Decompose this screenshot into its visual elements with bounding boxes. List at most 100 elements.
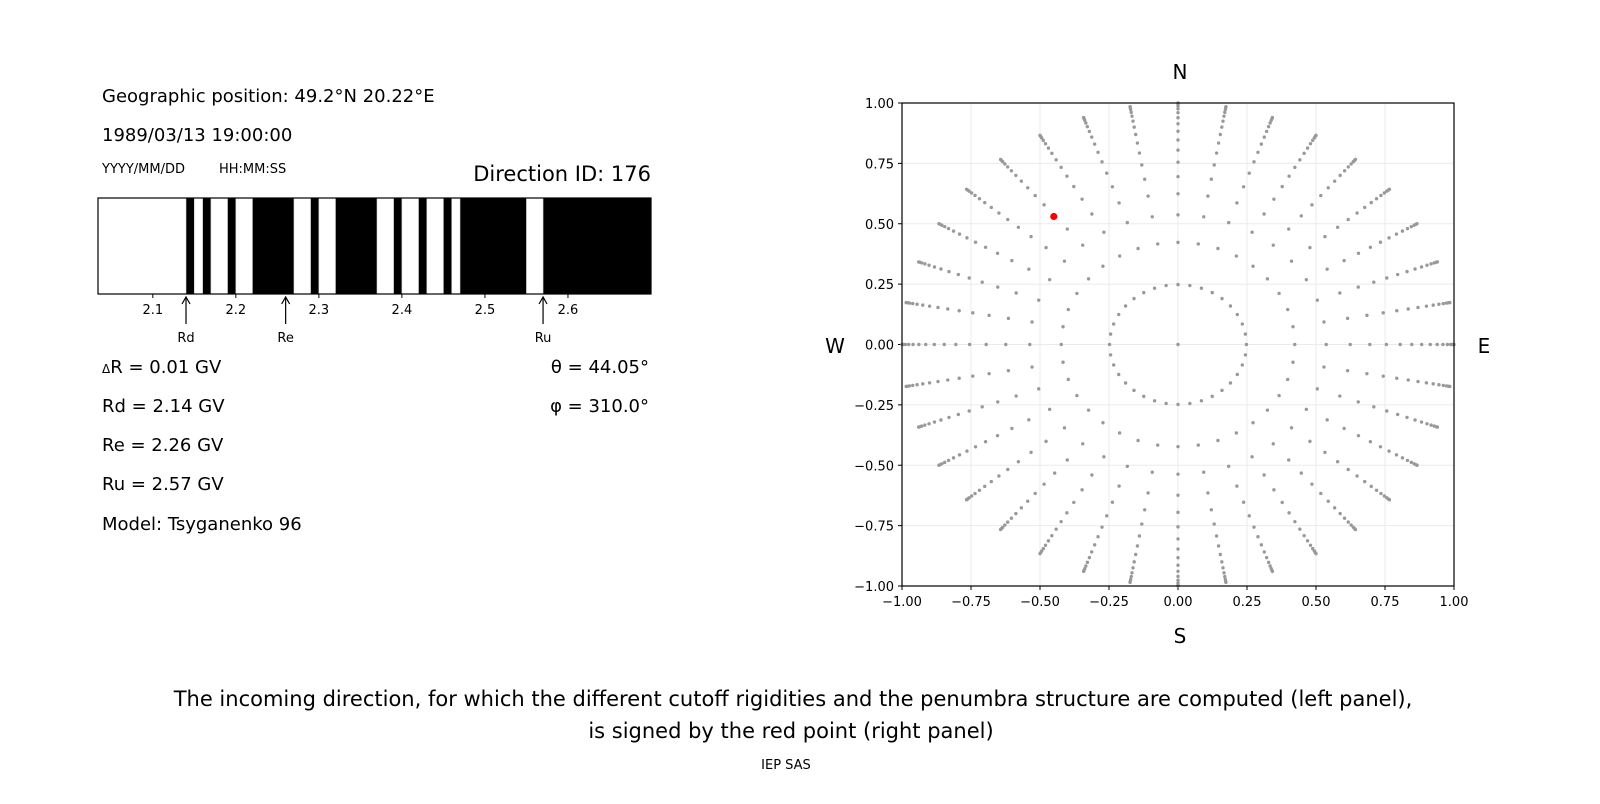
- direction-point: [1424, 381, 1429, 385]
- direction-point: [1441, 301, 1445, 306]
- direction-point: [1302, 151, 1306, 156]
- direction-point: [1419, 265, 1424, 269]
- direction-point: [956, 412, 961, 417]
- direction-point: [1176, 213, 1180, 217]
- direction-point: [1299, 471, 1303, 475]
- direction-point: [1356, 251, 1361, 256]
- direction-point: [1240, 322, 1245, 326]
- direction-point: [1038, 133, 1042, 138]
- direction-point: [1308, 142, 1313, 146]
- direction-point: [1176, 569, 1180, 573]
- direction-point: [973, 445, 978, 449]
- direction-point: [1210, 394, 1214, 399]
- direction-point: [911, 342, 915, 347]
- direction-point: [1132, 296, 1136, 301]
- direction-point: [1368, 342, 1372, 347]
- direction-point: [977, 197, 982, 201]
- direction-point: [937, 463, 941, 467]
- direction-point: [921, 303, 925, 307]
- marker-label-rd: Rd: [177, 331, 194, 346]
- direction-point: [921, 382, 925, 386]
- direction-point: [957, 376, 961, 380]
- ru-value: Ru = 2.57 GV: [102, 474, 224, 495]
- direction-point: [1400, 456, 1405, 460]
- direction-point: [1286, 377, 1290, 382]
- direction-point: [1117, 201, 1121, 205]
- direction-point: [1140, 163, 1144, 167]
- direction-point: [1130, 114, 1134, 118]
- direction-point: [1335, 225, 1340, 229]
- direction-point: [1176, 148, 1180, 152]
- direction-point: [1299, 214, 1303, 218]
- direction-point: [1235, 484, 1239, 488]
- direction-point: [1448, 384, 1452, 389]
- direction-point: [1209, 177, 1214, 181]
- direction-point: [1053, 471, 1057, 475]
- direction-point: [1270, 569, 1275, 574]
- direction-point: [1188, 283, 1192, 288]
- direction-point: [1250, 455, 1254, 459]
- direction-point: [1406, 378, 1410, 382]
- direction-point: [1176, 444, 1180, 449]
- axes-frame: [901, 102, 1455, 587]
- direction-point: [1129, 110, 1133, 115]
- direction-point: [1014, 511, 1018, 516]
- arrow-head-icon: [538, 295, 548, 305]
- direction-point: [1314, 133, 1318, 138]
- direction-point: [939, 418, 943, 422]
- direction-point: [967, 342, 972, 347]
- direction-point: [1150, 470, 1154, 474]
- bar-frame: [97, 197, 652, 295]
- direction-point: [1016, 225, 1021, 229]
- direction-point: [916, 425, 921, 429]
- direction-point: [1395, 412, 1400, 417]
- direction-point: [1206, 491, 1210, 495]
- direction-point: [1041, 546, 1046, 551]
- direction-point: [1030, 320, 1034, 324]
- direction-point: [1308, 543, 1313, 547]
- y-tick-label: 0.00: [865, 339, 894, 354]
- direction-point: [998, 157, 1003, 162]
- direction-point: [1409, 460, 1413, 465]
- direction-point: [1271, 243, 1275, 247]
- direction-point: [1338, 173, 1342, 178]
- x-tick-label: 2.5: [475, 303, 496, 318]
- x-tick-label: 2.1: [142, 303, 163, 318]
- direction-point: [1277, 393, 1281, 398]
- model: Model: Tsyganenko 96: [102, 514, 302, 535]
- direction-point: [946, 378, 950, 382]
- direction-point: [1218, 132, 1223, 137]
- direction-point: [1085, 560, 1090, 565]
- direction-point: [1387, 236, 1391, 240]
- direction-point: [1322, 365, 1326, 369]
- direction-point: [1009, 516, 1014, 520]
- direction-point: [1323, 450, 1327, 455]
- direction-point: [1289, 426, 1294, 430]
- direction-point: [1268, 121, 1272, 125]
- direction-point: [980, 405, 984, 409]
- rd-value: Rd = 2.14 GV: [102, 396, 225, 417]
- direction-point: [1365, 313, 1369, 318]
- direction-point: [964, 187, 969, 191]
- credit: IEP SAS: [761, 758, 811, 773]
- allowed-band: [97, 197, 187, 295]
- direction-point: [1084, 564, 1088, 568]
- delta-r: ΔR = 0.01 GV: [102, 357, 222, 378]
- direction-point: [1176, 122, 1180, 126]
- forbidden-background: [98, 198, 651, 294]
- direction-point: [1244, 342, 1249, 347]
- direction-point: [1042, 203, 1046, 207]
- allowed-band: [210, 197, 228, 295]
- direction-point: [1252, 160, 1256, 164]
- direction-point: [1409, 224, 1413, 229]
- direction-point: [964, 498, 969, 502]
- arrow-head-icon: [181, 295, 191, 305]
- direction-point: [1041, 138, 1046, 143]
- direction-point: [995, 433, 1000, 438]
- direction-point: [971, 374, 975, 378]
- direction-point: [1362, 479, 1367, 484]
- direction-point: [1235, 201, 1239, 205]
- direction-point: [1226, 220, 1231, 225]
- direction-point: [1368, 440, 1373, 444]
- direction-point: [1142, 290, 1146, 295]
